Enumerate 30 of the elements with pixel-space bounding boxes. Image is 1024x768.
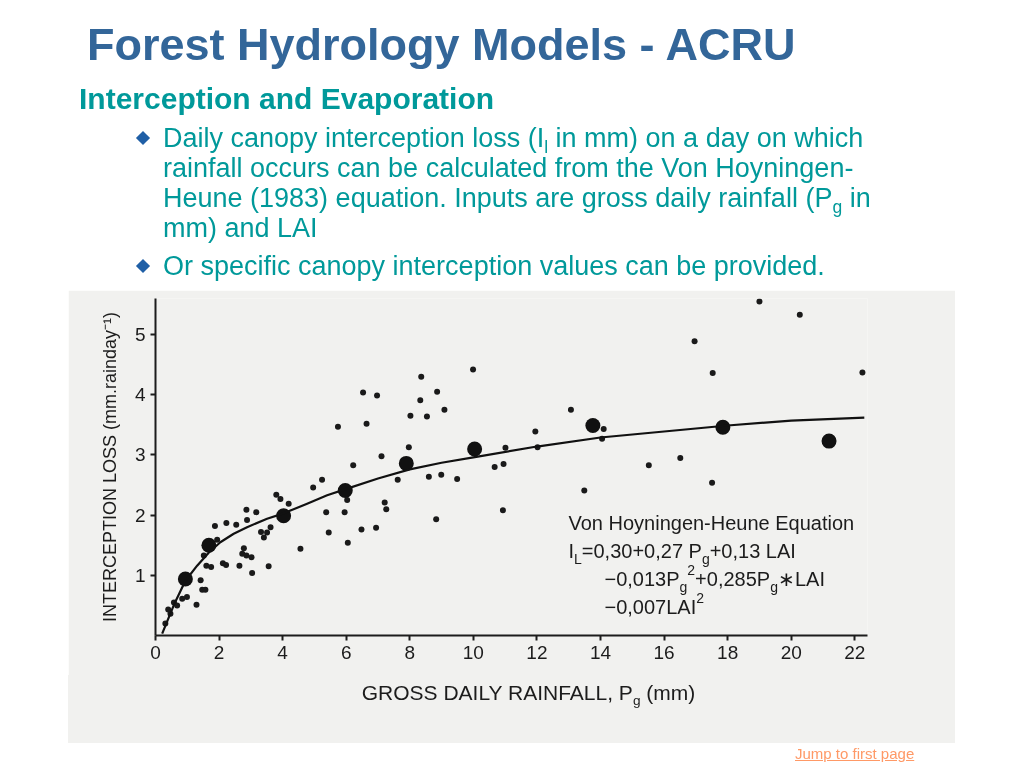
y-axis-title: INTERCEPTION LOSS (mm.rainday⁻¹) [99,311,120,623]
line-series [161,416,866,635]
x-tick-label: 22 [844,641,866,663]
x-tick-label: 2 [213,641,225,663]
x-tick-label: 4 [277,641,289,663]
x-axis-title: GROSS DAILY RAINFALL, P$_{g}$ (mm) [68,675,955,743]
x-tick-label: 12 [526,641,548,663]
x-tick-label: 0 [150,641,161,663]
text: Jump to first page [795,744,915,764]
point [585,417,601,433]
y-tick-label: 5 [134,324,146,346]
chart-subtitle: Interception and Evaporation [79,81,495,117]
x-tick-label: 10 [462,641,484,663]
point [467,441,483,457]
point [398,455,414,471]
annotation: Von Hoyningen-Heune Equation [568,511,855,534]
chart-title: Forest Hydrology Models - ACRU [87,18,796,72]
x-tick-label: 20 [780,641,802,663]
x-tick-label: 16 [653,641,675,663]
y-tick-label: 2 [134,504,146,526]
text: Or specific canopy interception values can be provided. [163,251,826,281]
x-tick-label: 8 [404,641,416,663]
y-tick-label: 4 [134,384,146,406]
y-tick-label: 3 [134,444,146,466]
text: Daily canopy interception loss (I$_{l}$ in mm) on a day on which rainfall occurs can be calculated from the Von Hoyningen-Heune (1983) equation. Inputs are gross daily rainfall (P$_{g}$ in mm) and LAI [163,123,871,243]
point [821,433,837,449]
x-tick-label: 6 [340,641,352,663]
x-tick-label: 14 [589,641,612,663]
x-tick-label: 18 [717,641,739,663]
y-tick-label: 1 [134,564,146,586]
